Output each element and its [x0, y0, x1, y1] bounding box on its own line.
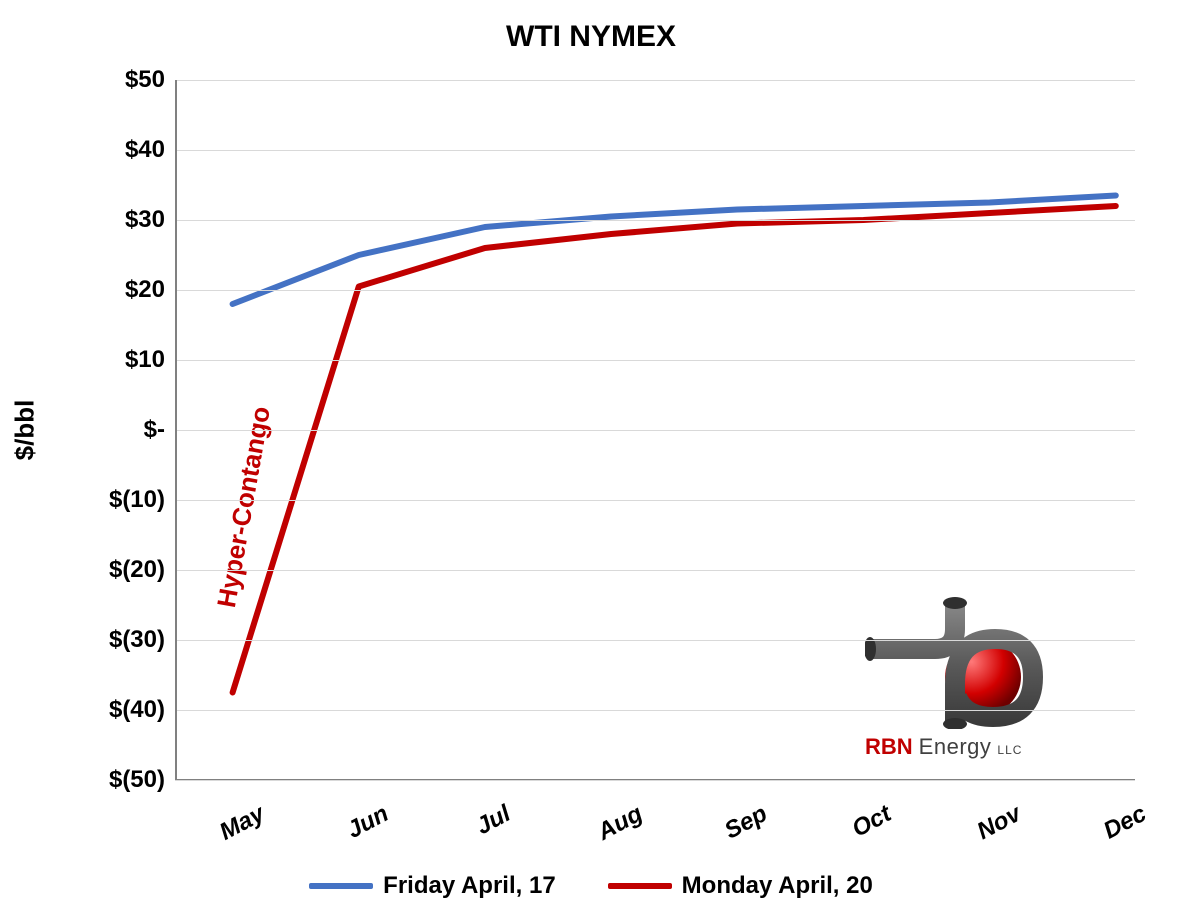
y-tick-label: $-	[144, 416, 165, 444]
x-tick-label: Aug	[593, 800, 647, 847]
gridline	[175, 290, 1135, 291]
chart-title: WTI NYMEX	[0, 20, 1182, 54]
legend-swatch	[309, 883, 373, 889]
y-tick-label: $30	[125, 206, 165, 234]
logo-brand-llc: LLC	[997, 743, 1022, 757]
logo-brand-rbn: RBN	[865, 734, 913, 760]
gridline	[175, 570, 1135, 571]
gridline	[175, 360, 1135, 361]
gridline	[175, 220, 1135, 221]
logo-brand-energy: Energy	[919, 734, 992, 760]
legend: Friday April, 17 Monday April, 20	[0, 872, 1182, 900]
plot-area: Hyper-Contango RBN Energy LLC $50$40$30$…	[175, 80, 1135, 780]
legend-label: Friday April, 17	[383, 872, 556, 900]
y-tick-label: $50	[125, 66, 165, 94]
gridline	[175, 430, 1135, 431]
y-tick-label: $40	[125, 136, 165, 164]
gridline	[175, 500, 1135, 501]
y-tick-label: $(50)	[109, 766, 165, 794]
legend-label: Monday April, 20	[682, 872, 873, 900]
x-tick-label: Dec	[1099, 800, 1151, 845]
legend-item: Friday April, 17	[309, 872, 556, 900]
y-axis-line	[175, 80, 177, 780]
rbn-logo-text: RBN Energy LLC	[865, 734, 1055, 760]
rbn-energy-logo: RBN Energy LLC	[865, 589, 1055, 760]
gridline	[175, 640, 1135, 641]
y-tick-label: $(10)	[109, 486, 165, 514]
y-tick-label: $(30)	[109, 626, 165, 654]
gridline	[175, 780, 1135, 781]
x-tick-label: Sep	[720, 800, 772, 845]
x-axis-line	[175, 779, 1135, 781]
gridline	[175, 710, 1135, 711]
rbn-logo-icon	[865, 589, 1055, 729]
legend-swatch	[608, 883, 672, 889]
y-axis-title: $/bbl	[10, 400, 41, 461]
x-tick-label: May	[215, 800, 269, 847]
y-tick-label: $(20)	[109, 556, 165, 584]
x-tick-label: Jun	[342, 800, 393, 845]
y-tick-label: $(40)	[109, 696, 165, 724]
x-tick-label: Oct	[848, 800, 896, 844]
legend-item: Monday April, 20	[608, 872, 873, 900]
y-tick-label: $20	[125, 276, 165, 304]
chart-container: WTI NYMEX Hyper-Contango RBN Energy LLC …	[0, 0, 1182, 923]
x-tick-label: Jul	[472, 800, 516, 841]
gridline	[175, 150, 1135, 151]
x-tick-label: Nov	[972, 800, 1025, 846]
gridline	[175, 80, 1135, 81]
y-tick-label: $10	[125, 346, 165, 374]
